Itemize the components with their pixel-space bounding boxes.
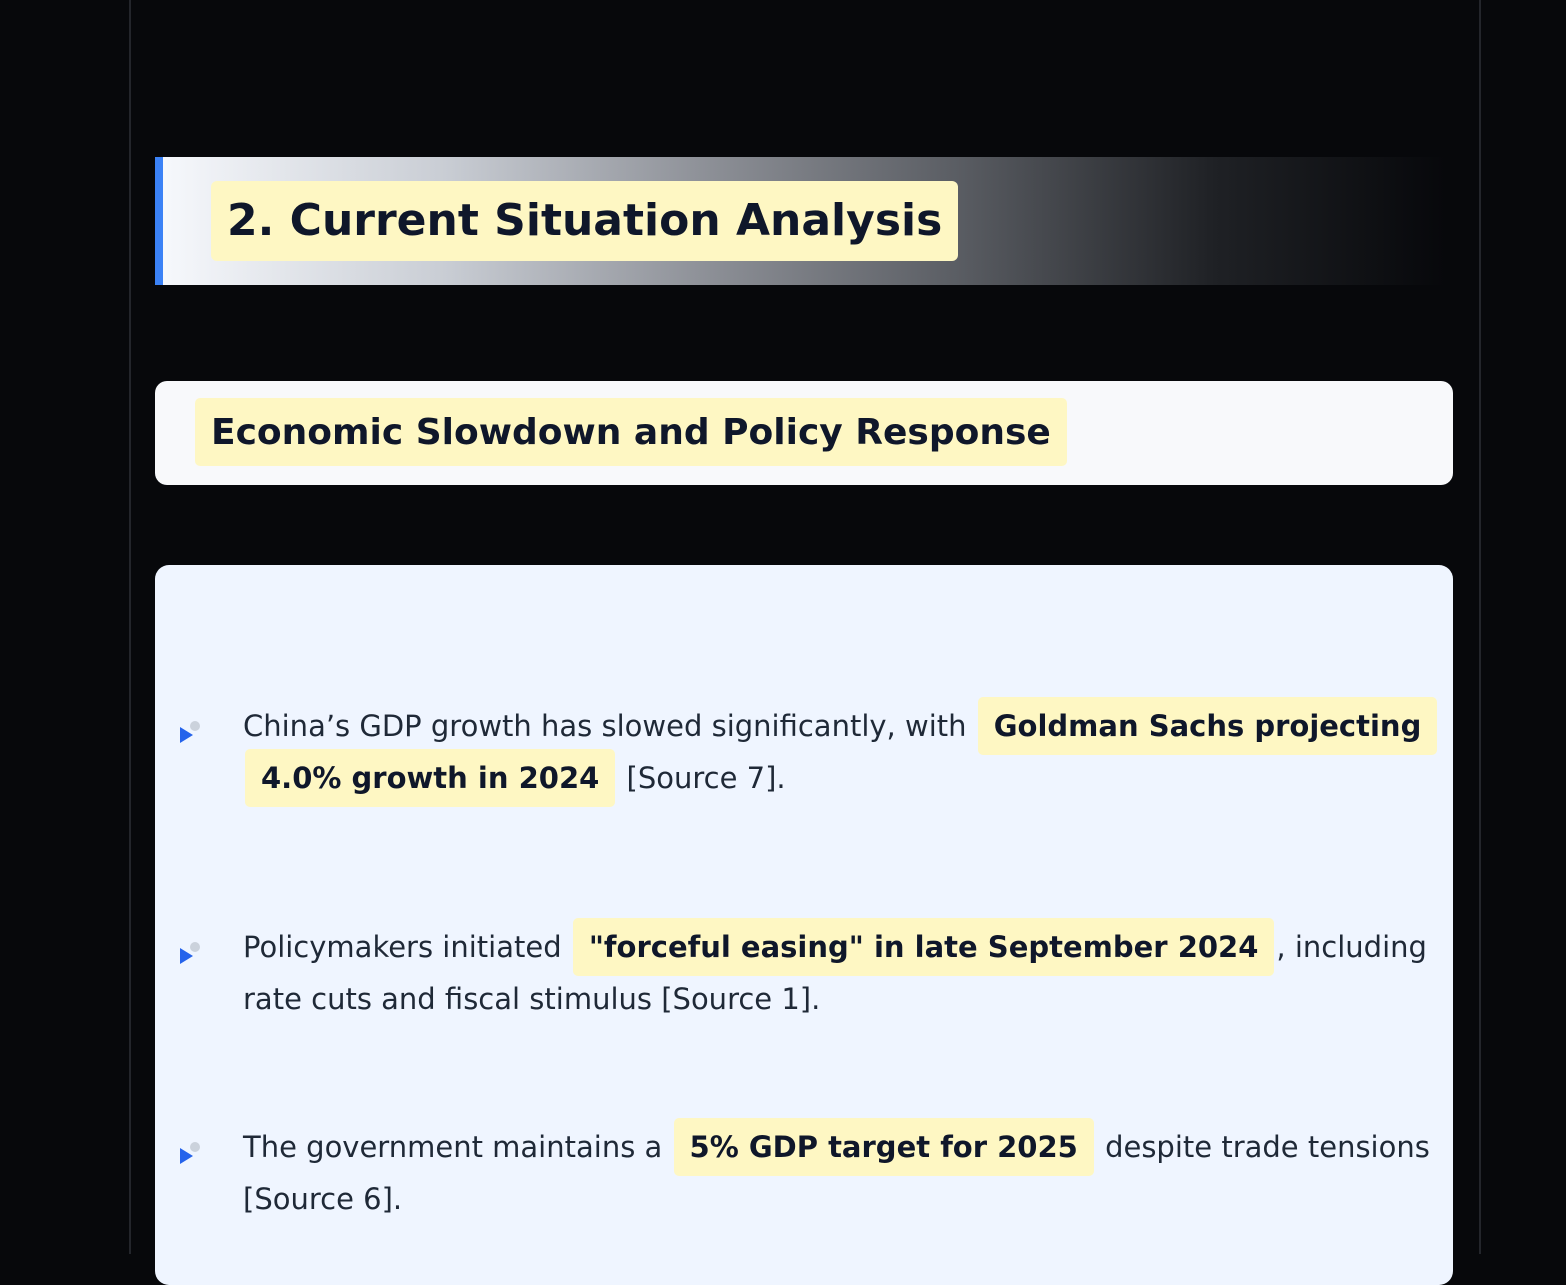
bullet-text-post: despite trade tensions [Source 6]. [243, 1130, 1430, 1216]
bullet-highlight: "forceful easing" in late September 2024 [572, 918, 1275, 976]
list-item: China’s GDP growth has slowed significan… [243, 697, 1443, 807]
bullet-text-pre: China’s GDP growth has slowed significan… [243, 709, 967, 743]
subsection-title: Economic Slowdown and Policy Response [195, 398, 1067, 466]
section-title: 2. Current Situation Analysis [211, 181, 959, 261]
bullet-highlight: 5% GDP target for 2025 [673, 1118, 1094, 1176]
list-item: Policymakers initiated "forceful easing"… [243, 918, 1443, 1025]
list-item: The government maintains a 5% GDP target… [243, 1118, 1443, 1225]
triangle-bullet-icon [178, 1137, 208, 1167]
bullet-text-pre: The government maintains a [243, 1130, 663, 1164]
bullet-text-pre: Policymakers initiated [243, 930, 562, 964]
triangle-bullet-icon [178, 937, 208, 967]
bullet-text-post: , including rate cuts and fiscal stimulu… [243, 930, 1427, 1016]
triangle-bullet-icon [178, 716, 208, 746]
bullet-text-post: [Source 7]. [626, 761, 786, 795]
